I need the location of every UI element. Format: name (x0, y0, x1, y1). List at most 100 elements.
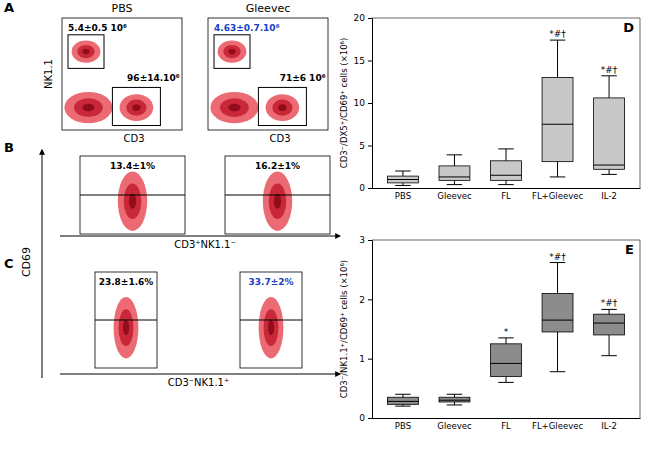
event-cloud-dense (132, 104, 140, 111)
whisker (557, 162, 558, 177)
cd69-gate (240, 320, 302, 321)
tick: PBS (395, 418, 411, 431)
annotation: 4.63±0.7.10⁶ (214, 23, 280, 33)
whisker-cap (550, 371, 565, 372)
event-cloud-core (220, 98, 249, 117)
event-cloud-dense (123, 320, 129, 335)
whisker-cap (447, 394, 462, 395)
event-cloud-core (272, 100, 292, 116)
annotations: *#†*#† (549, 29, 618, 75)
box (594, 314, 625, 335)
figure: A PBS 5.4±0.5 10⁶ 96±14.10⁶ CD3 Gleevec 4.63±0… (0, 0, 650, 451)
x-axis: PBS Gleevec FL FL+Gleevec IL-2 (373, 188, 641, 201)
panel-label: A (4, 0, 14, 15)
tick-mark (368, 103, 372, 104)
event-cloud-dense (82, 49, 89, 55)
event-cloud-dense (82, 104, 94, 112)
tick: IL-2 (601, 418, 617, 431)
flow-plot: 33.7±2% (240, 272, 302, 368)
event-cloud-core (264, 309, 279, 346)
tick: 5 (359, 141, 372, 151)
tick-label: 1 (359, 354, 365, 364)
cd69-gate (95, 320, 157, 321)
event-cloud (266, 94, 300, 121)
event-cloud (218, 40, 247, 62)
whisker (557, 40, 558, 77)
tick: FL (501, 418, 511, 431)
cd69-gate (80, 195, 185, 196)
annotation: 23.8±1.6% (99, 277, 154, 287)
whisker-cap (601, 174, 616, 175)
tick-label: 0 (359, 413, 365, 423)
tick: 0 (359, 183, 372, 193)
tick-label: 0 (359, 183, 365, 193)
median (439, 400, 470, 401)
tick-label: 3 (359, 235, 365, 245)
whisker-cap (498, 382, 513, 383)
x-axis-title: CD3⁺NK1.1⁻ (174, 239, 236, 250)
event-cloud (72, 40, 101, 62)
flow-plot: Gleevec4.63±0.7.10⁶71±6 10⁶CD3 (208, 2, 328, 144)
whisker (454, 155, 455, 166)
whisker (609, 335, 610, 356)
median (542, 320, 573, 321)
flow-plot: 23.8±1.6% (95, 272, 157, 368)
event-cloud-core (269, 183, 287, 219)
event-cloud (118, 172, 147, 231)
tick-label: FL (501, 191, 511, 201)
whisker (506, 376, 507, 382)
gate (112, 87, 160, 125)
annotation: 13.4±1% (110, 161, 155, 171)
event-cloud (263, 172, 292, 231)
flow-plot: 16.2±1% (225, 156, 330, 234)
box (594, 98, 625, 169)
annotation: 71±6 10⁶ (280, 73, 326, 83)
median (439, 176, 470, 177)
tick-label: IL-2 (601, 421, 617, 431)
box (439, 166, 470, 180)
tick-label: Gleevec (437, 191, 472, 201)
flow-panel: APBS5.4±0.5 10⁶96±14.10⁶CD3Gleevec4.63±0… (4, 0, 328, 144)
x-axis-title: CD3 (123, 133, 144, 144)
whisker-cap (498, 337, 513, 338)
frame (372, 240, 640, 241)
whisker-cap (550, 176, 565, 177)
whisker (454, 180, 455, 184)
whisker-cap (498, 184, 513, 185)
tick: 3 (359, 235, 372, 245)
tick-label: FL (501, 421, 511, 431)
box (387, 176, 418, 183)
annotation: 5.4±0.5 10⁶ (68, 23, 127, 33)
tick-label: FL+Gleevec (532, 421, 583, 431)
whisker-cap (550, 262, 565, 263)
axis-arrow (60, 236, 340, 237)
tick: PBS (395, 188, 411, 201)
y-axis-title: NK1.1 (43, 59, 54, 89)
annotation: 96±14.10⁶ (127, 73, 180, 83)
whisker (609, 309, 610, 314)
event-cloud (210, 92, 258, 123)
gate (68, 35, 104, 69)
tick-mark (368, 359, 372, 360)
event-cloud-dense (274, 194, 281, 209)
box (491, 161, 522, 181)
whisker-cap (447, 184, 462, 185)
tick: IL-2 (601, 188, 617, 201)
plot-frame (62, 18, 182, 130)
tick-label: FL+Gleevec (532, 191, 583, 201)
whisker-cap (395, 171, 410, 172)
whisker (506, 149, 507, 161)
whisker (609, 169, 610, 174)
y-axis-title: CD3⁻/NK1.1⁺/CD69⁺ cells (×10⁶) (339, 260, 349, 398)
tick-mark (368, 240, 372, 241)
median (594, 323, 625, 324)
tick-mark (368, 146, 372, 147)
event-cloud-dense (228, 104, 240, 112)
tick-label: PBS (395, 191, 411, 201)
median (542, 124, 573, 125)
median (491, 363, 522, 364)
tick-mark (368, 418, 372, 419)
tick-label: 10 (354, 98, 366, 108)
flow-plot: 13.4±1% (80, 156, 185, 234)
panel-label: B (4, 140, 14, 155)
